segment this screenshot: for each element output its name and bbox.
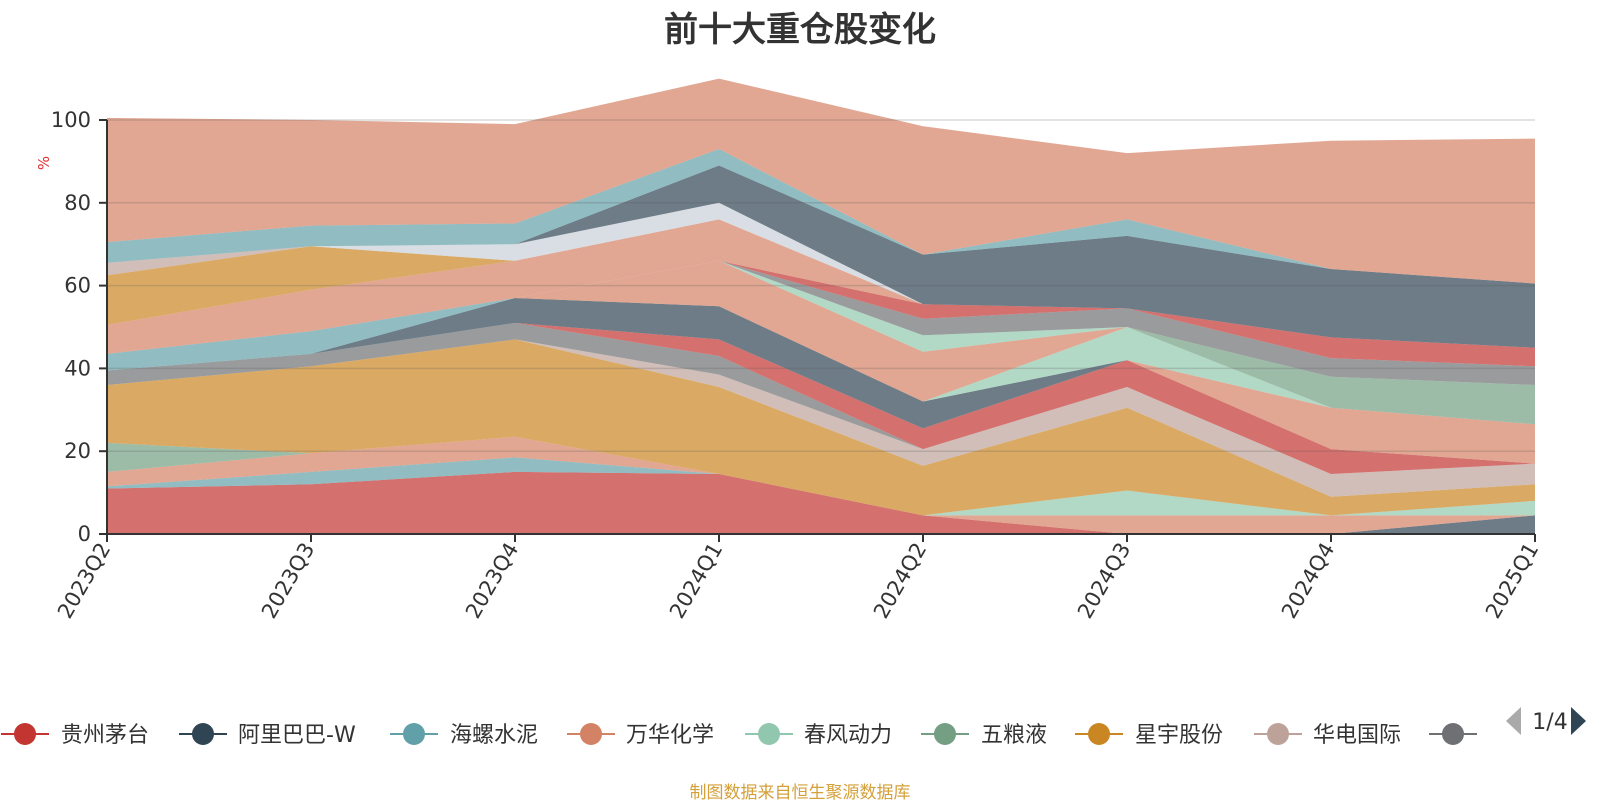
legend-label: 五粮液: [981, 723, 1047, 748]
legend-item[interactable]: 五粮液: [921, 723, 1047, 748]
area-series-23[interactable]: [107, 165, 1535, 348]
legend-item[interactable]: 贵州茅台: [1, 723, 149, 748]
legend-marker-icon: [758, 723, 780, 745]
area-series-9[interactable]: [107, 322, 1535, 474]
y-tick-label: 100: [51, 108, 91, 132]
y-tick-label: 0: [78, 522, 91, 546]
x-tick-label: 2025Q1: [1481, 539, 1543, 623]
legend-marker-icon: [1267, 723, 1289, 745]
source-note: 制图数据来自恒生聚源数据库: [689, 783, 911, 803]
legend-label: 华电国际: [1313, 723, 1401, 748]
legend-item[interactable]: 星宇股份: [1075, 723, 1223, 748]
legend-label: 星宇股份: [1135, 723, 1223, 748]
legend-label: 春风动力: [804, 723, 892, 748]
legend-label: 阿里巴巴-W: [238, 723, 356, 748]
legend-page-indicator: 1/4: [1532, 710, 1567, 735]
y-tick-label: 60: [64, 274, 91, 298]
area-series-13[interactable]: [107, 298, 1535, 425]
legend-prev-icon[interactable]: [1506, 707, 1521, 735]
y-tick-label: 20: [64, 439, 91, 463]
area-series-19[interactable]: [107, 219, 1535, 354]
legend-marker-icon: [403, 723, 425, 745]
y-tick-label: 40: [64, 356, 91, 380]
area-series-16[interactable]: [107, 260, 1535, 385]
legend-item[interactable]: 海螺水泥: [390, 723, 538, 748]
legend-marker-icon: [14, 723, 36, 745]
legend-marker-icon: [1442, 723, 1464, 745]
legend-item[interactable]: 华电国际: [1254, 723, 1401, 748]
x-tick-label: 2023Q2: [53, 539, 115, 623]
x-tick-label: 2023Q4: [461, 539, 523, 623]
legend-pagination: 1/4: [1506, 707, 1586, 735]
x-tick-label: 2024Q3: [1073, 539, 1135, 623]
legend-marker-icon: [1088, 723, 1110, 745]
area-series-0[interactable]: [107, 471, 1535, 534]
x-tick-label: 2023Q3: [257, 539, 319, 623]
chart-title: 前十大重仓股变化: [664, 10, 936, 50]
legend-label: 贵州茅台: [61, 723, 149, 748]
legend-item[interactable]: 万华化学: [567, 723, 714, 748]
legend: 贵州茅台 阿里巴巴-W 海螺水泥 万华化学 春风动力 五粮液 星宇股份 华电国际: [1, 723, 1477, 748]
area-series-3[interactable]: [107, 436, 1535, 534]
legend-item[interactable]: 阿里巴巴-W: [179, 723, 356, 748]
legend-marker-icon: [192, 723, 214, 745]
x-tick-label: 2024Q4: [1277, 539, 1339, 623]
gridlines: [107, 119, 1535, 452]
legend-label: 万华化学: [626, 723, 714, 748]
area-series-17[interactable]: [107, 260, 1535, 371]
area-series-14[interactable]: [107, 260, 1535, 402]
legend-marker-icon: [580, 723, 602, 745]
y-tick-label: 80: [64, 191, 91, 215]
legend-next-icon[interactable]: [1571, 707, 1586, 735]
x-tick-label: 2024Q2: [869, 539, 931, 623]
area-series-10[interactable]: [107, 298, 1535, 464]
legend-label: 海螺水泥: [450, 723, 538, 748]
area-series-7[interactable]: [107, 339, 1535, 497]
legend-item[interactable]: 春风动力: [745, 723, 892, 748]
area-series-11[interactable]: [107, 298, 1535, 464]
area-series-6[interactable]: [107, 339, 1535, 516]
y-axis-unit-label: %: [35, 156, 53, 170]
stacked-areas: [107, 78, 1535, 534]
x-tick-label: 2024Q1: [665, 539, 727, 623]
legend-marker-icon: [934, 723, 956, 745]
area-series-25[interactable]: [107, 78, 1535, 284]
legend-item[interactable]: [1429, 723, 1477, 745]
